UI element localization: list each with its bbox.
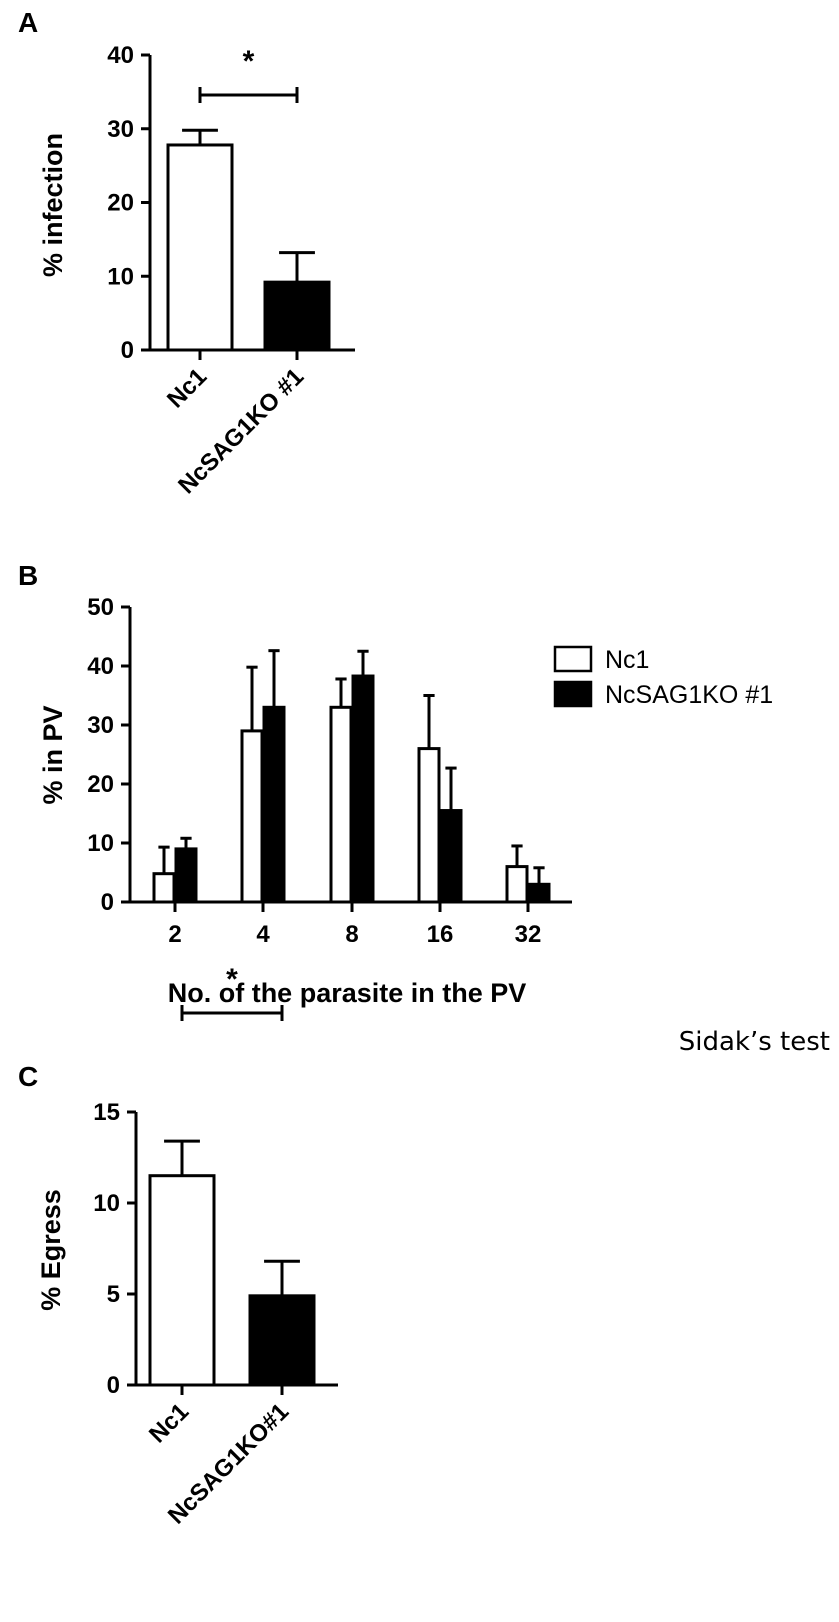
panel-c-bar: [148, 1174, 216, 1387]
panel-a-letter: A: [18, 7, 38, 38]
panel-a-y-tick-label: 20: [107, 190, 134, 217]
panel-b-ko-bar: [351, 674, 375, 904]
panel-b-y-axis-label: % in PV: [38, 705, 68, 804]
panel-c-bar: [248, 1294, 316, 1387]
panel-a-y-tick-label: 10: [107, 263, 134, 290]
panel-c-y-axis-label: % Egress: [36, 1189, 66, 1311]
panel-b-nc1-bar: [505, 865, 529, 904]
panel-b-nc1-bar: [240, 729, 264, 904]
panel-c-y-tick-label: 10: [93, 1190, 120, 1217]
panel-b-x-tick-label: 32: [515, 921, 542, 948]
panel-b-x-tick-label: 2: [168, 921, 181, 948]
panel-a-bar: [263, 280, 331, 352]
panel-b-letter: B: [18, 560, 38, 591]
panel-b-nc1-bar: [152, 872, 176, 904]
panel-c-y-tick-label: 15: [93, 1099, 120, 1126]
panel-c-letter: C: [18, 1061, 38, 1092]
panel-b-ko-bar: [439, 809, 463, 904]
panel-b-y-tick-label: 30: [87, 712, 114, 739]
panel-b-x-tick-label: 8: [345, 921, 358, 948]
panel-b-ko-bar: [174, 847, 198, 904]
panel-a-bar: [166, 143, 234, 352]
panel-a-y-tick-label: 40: [107, 42, 134, 69]
panel-b-nc1-bar: [417, 747, 441, 904]
panel-b-y-tick-label: 20: [87, 771, 114, 798]
panel-a-y-axis-label: % infection: [38, 133, 68, 277]
panel-b-x-tick-label: 16: [427, 921, 454, 948]
panel-b-y-tick-label: 40: [87, 653, 114, 680]
panel-a-category-label: Nc1: [162, 363, 212, 413]
panel-b-y-tick-label: 50: [87, 594, 114, 621]
legend-swatch-nc1: [553, 645, 593, 673]
panel-b-nc1-bar: [329, 705, 353, 904]
legend-swatch-ko: [553, 680, 593, 708]
sidak-test-note: Sidak’s test: [679, 1027, 830, 1057]
panel-b-y-tick-label: 10: [87, 830, 114, 857]
panel-c-category-label: Nc1: [144, 1398, 194, 1448]
panel-b-ko-bar: [262, 705, 286, 904]
panel-c-y-tick-label: 5: [107, 1281, 120, 1308]
panel-c-significance-star: *: [226, 963, 238, 996]
panel-b-y-tick-label: 0: [101, 889, 114, 916]
panel-b-x-tick-label: 4: [256, 921, 270, 948]
legend-label-nc1: Nc1: [605, 646, 649, 674]
legend-label-ko: NcSAG1KO #1: [605, 681, 773, 709]
panel-b-ko-bar: [527, 882, 551, 904]
panel-a-y-tick-label: 0: [121, 337, 134, 364]
panel-a-y-tick-label: 30: [107, 116, 134, 143]
legend: Nc1 NcSAG1KO #1: [553, 645, 773, 709]
panel-c-y-tick-label: 0: [107, 1372, 120, 1399]
panel-b: B % in PV No. of the parasite in the PV …: [18, 560, 773, 1008]
panel-b-x-axis-label: No. of the parasite in the PV: [168, 978, 527, 1008]
panel-a-significance-star: *: [243, 45, 255, 78]
